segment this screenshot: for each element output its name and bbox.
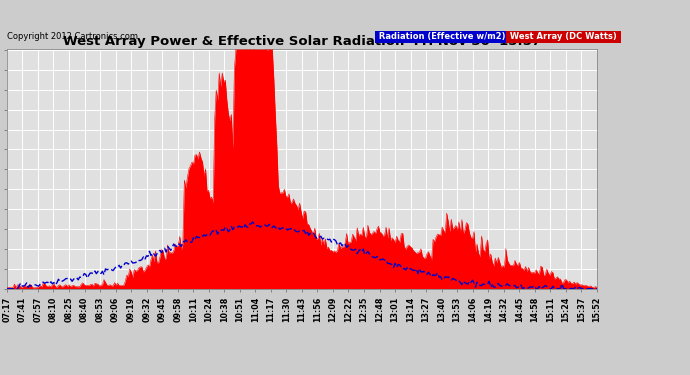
Title: West Array Power & Effective Solar Radiation  Fri Nov 30  15:57: West Array Power & Effective Solar Radia… (63, 34, 541, 48)
Text: Radiation (Effective w/m2): Radiation (Effective w/m2) (376, 32, 509, 41)
Text: West Array (DC Watts): West Array (DC Watts) (507, 32, 620, 41)
Text: Copyright 2012 Cartronics.com: Copyright 2012 Cartronics.com (7, 32, 138, 41)
